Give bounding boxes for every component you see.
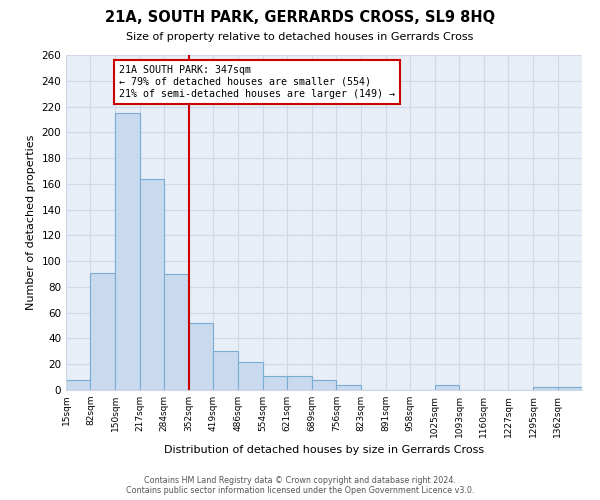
Text: 21A SOUTH PARK: 347sqm
← 79% of detached houses are smaller (554)
21% of semi-de: 21A SOUTH PARK: 347sqm ← 79% of detached… [119, 66, 395, 98]
Bar [434, 385, 460, 390]
Text: 21A, SOUTH PARK, GERRARDS CROSS, SL9 8HQ: 21A, SOUTH PARK, GERRARDS CROSS, SL9 8HQ [105, 10, 495, 25]
Bar [337, 385, 361, 390]
Bar [533, 388, 557, 390]
Bar [115, 113, 140, 390]
Bar [214, 352, 238, 390]
Bar [557, 388, 582, 390]
Bar [66, 380, 91, 390]
Bar [263, 376, 287, 390]
Bar [238, 362, 263, 390]
X-axis label: Distribution of detached houses by size in Gerrards Cross: Distribution of detached houses by size … [164, 446, 484, 456]
Bar [91, 273, 115, 390]
Bar [140, 178, 164, 390]
Bar [189, 323, 214, 390]
Text: Contains HM Land Registry data © Crown copyright and database right 2024.
Contai: Contains HM Land Registry data © Crown c… [126, 476, 474, 495]
Bar [287, 376, 312, 390]
Text: Size of property relative to detached houses in Gerrards Cross: Size of property relative to detached ho… [127, 32, 473, 42]
Y-axis label: Number of detached properties: Number of detached properties [26, 135, 36, 310]
Bar [164, 274, 189, 390]
Bar [312, 380, 337, 390]
